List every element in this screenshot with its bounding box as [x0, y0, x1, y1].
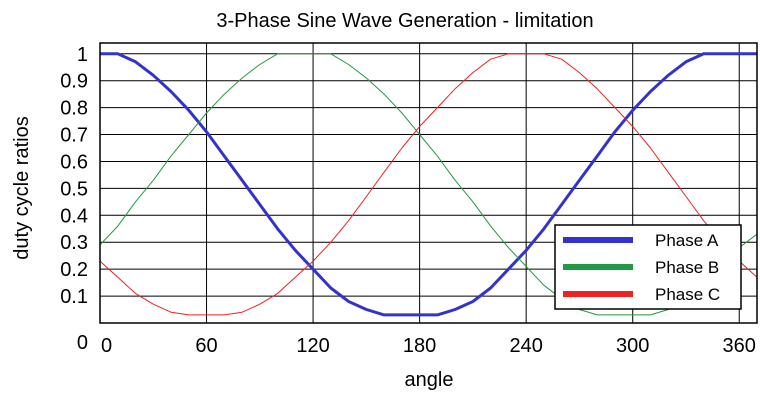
x-tick-label: 0: [101, 335, 112, 357]
y-tick-label: 0.1: [60, 286, 88, 308]
x-tick-label: 240: [509, 335, 542, 357]
y-tick-labels: 0 0.1 0.2 0.3 0.4 0.5 0.6 0.7 0.8 0.9 1: [60, 44, 88, 354]
x-tick-label: 300: [616, 335, 649, 357]
x-tick-label: 60: [195, 335, 217, 357]
plot-frame: [99, 42, 758, 324]
legend: Phase A Phase B Phase C: [554, 224, 742, 310]
y-tick-label: 0.7: [60, 125, 88, 147]
legend-label: Phase B: [655, 258, 719, 277]
y-tick-label: 0.6: [60, 151, 88, 173]
x-tick-labels: 0 60 120 180 240 300 360: [101, 335, 756, 357]
x-tick-label: 120: [296, 335, 329, 357]
y-tick-label: 0.2: [60, 259, 88, 281]
x-tick-label: 360: [723, 335, 756, 357]
series-line-phase-b: [99, 53, 758, 316]
y-tick-label: 1: [77, 44, 88, 66]
grid-lines: [100, 43, 757, 323]
y-tick-label: 0: [77, 332, 88, 354]
series-line-phase-a: [100, 52, 757, 317]
y-axis-label: duty cycle ratios: [11, 116, 33, 259]
legend-label: Phase C: [655, 285, 720, 304]
y-tick-label: 0.8: [60, 98, 88, 120]
chart-title: 3-Phase Sine Wave Generation - limitatio…: [216, 10, 593, 32]
series-lines: [99, 52, 758, 317]
y-tick-label: 0.4: [60, 205, 88, 227]
x-tick-label: 180: [403, 335, 436, 357]
y-tick-label: 0.3: [60, 232, 88, 254]
legend-label: Phase A: [655, 231, 719, 250]
y-tick-label: 0.5: [60, 178, 88, 200]
x-axis-label: angle: [405, 369, 454, 391]
series-line-phase-c: [99, 53, 758, 316]
y-tick-label: 0.9: [60, 71, 88, 93]
